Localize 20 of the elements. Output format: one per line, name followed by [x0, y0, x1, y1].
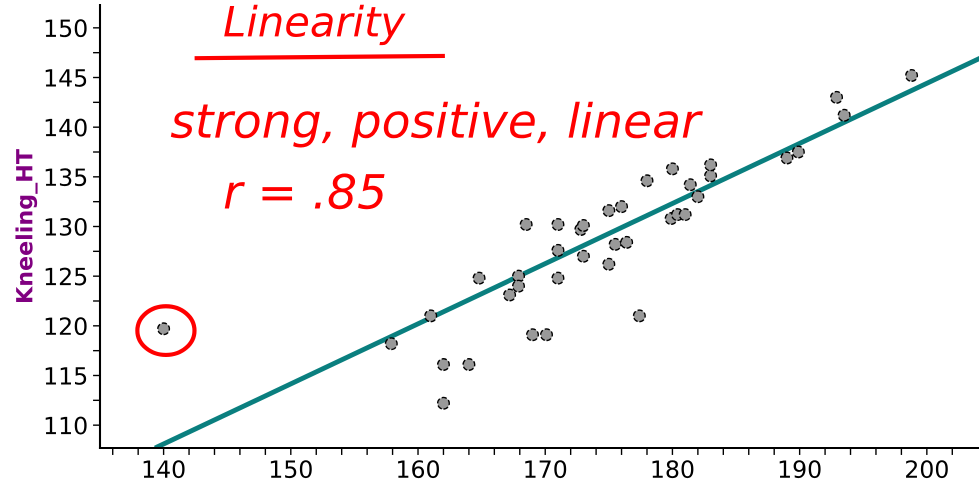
- y-tick-label: 125: [46, 268, 86, 286]
- x-tick-label: 200: [906, 460, 948, 478]
- y-tick-label: 115: [46, 367, 86, 385]
- annotation: Linearity: [224, 4, 406, 46]
- x-tick-label: 170: [525, 460, 566, 478]
- y-tick-label: 120: [46, 317, 87, 336]
- x-tick-label: 150: [270, 460, 312, 478]
- y-tick-label: 135: [46, 168, 86, 186]
- y-tick-label: 145: [46, 69, 86, 87]
- y-tick-label: 140: [46, 118, 87, 136]
- x-tick-label: 160: [398, 460, 439, 478]
- annotation: r = .85: [224, 173, 385, 210]
- annotation: strong, positive, linear: [170, 102, 703, 148]
- x-tick-label: 140: [144, 460, 185, 478]
- y-tick-label: 110: [46, 416, 87, 434]
- y-tick-label: 150: [46, 19, 87, 38]
- y-axis-title: Kneeling_HT: [15, 149, 38, 302]
- x-tick-label: 190: [780, 460, 821, 478]
- x-tick-label: 180: [652, 460, 694, 478]
- y-tick-label: 130: [46, 218, 87, 236]
